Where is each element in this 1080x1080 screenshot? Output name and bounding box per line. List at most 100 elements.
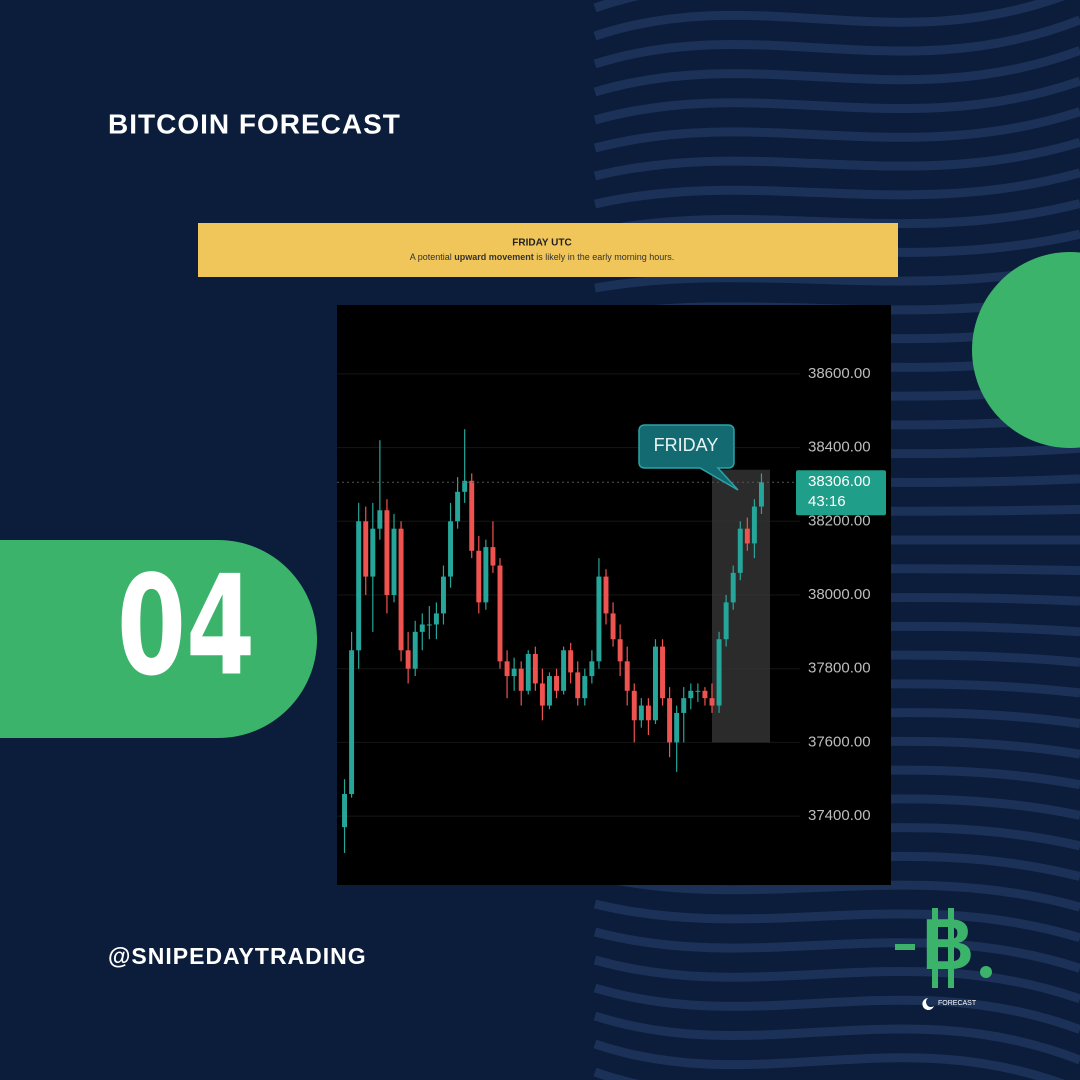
y-tick-label: 37400.00: [808, 807, 871, 824]
wave-line: [593, 76, 1080, 125]
candle-body: [440, 576, 446, 614]
candle-body: [758, 482, 764, 507]
candle-body: [363, 521, 369, 577]
candle-body: [448, 521, 454, 577]
candle-body: [737, 528, 743, 573]
wave-line: [593, 15, 1080, 69]
candle-body: [716, 639, 722, 706]
banner-title: FRIDAY UTC: [512, 238, 571, 249]
candle-body: [539, 683, 545, 706]
candle-body: [660, 646, 666, 699]
wave-line: [593, 899, 1080, 943]
candle-body: [476, 550, 482, 603]
handle: @SNIPEDAYTRADING: [108, 943, 367, 969]
wave-line: [593, 955, 1080, 1004]
wave-line: [593, 983, 1080, 1034]
banner: [198, 223, 898, 277]
candle-body: [702, 690, 708, 699]
candle-body: [532, 653, 538, 684]
y-tick-label: 38600.00: [808, 365, 871, 382]
candle-body: [554, 676, 560, 691]
candle-body: [412, 631, 418, 669]
highlight-box: [712, 469, 770, 743]
wave-line: [593, 46, 1080, 97]
candle-body: [561, 650, 567, 691]
candle-body: [589, 661, 595, 677]
candle-body: [610, 613, 616, 640]
logo-bar: [932, 908, 938, 988]
callout-bubble: [638, 424, 739, 491]
y-tick-label: 38400.00: [808, 439, 871, 456]
candle-body: [497, 565, 503, 662]
candle-body: [709, 698, 715, 706]
candle-body: [405, 650, 411, 669]
candle-body: [342, 793, 348, 828]
logo-caption: FORECAST: [938, 1000, 977, 1007]
candle-body: [455, 491, 461, 522]
y-tick-label: 37600.00: [808, 733, 871, 750]
wave-line: [594, 168, 1080, 209]
candle-body: [674, 712, 680, 743]
candle-body: [723, 602, 729, 640]
candle-body: [681, 698, 687, 713]
candle-body: [638, 705, 644, 721]
chart: 37400.00 37600.00 37800.00 38000.00 38200.00…: [337, 365, 886, 853]
candle-body: [433, 613, 439, 625]
candle-body: [349, 650, 355, 794]
wave-line: [593, 927, 1080, 973]
price-box: [796, 470, 886, 516]
wave-line: [593, 1011, 1080, 1065]
candle-body: [568, 650, 574, 673]
candle-body: [596, 576, 602, 662]
step-number: 04: [117, 546, 255, 707]
candle-body: [462, 480, 468, 492]
candle-body: [469, 480, 475, 551]
candle-body: [744, 528, 750, 544]
y-tick-label: 38000.00: [808, 586, 871, 603]
candle-body: [546, 676, 552, 706]
wave-line: [593, 107, 1080, 153]
candle-body: [645, 705, 651, 721]
wave-line: [594, 871, 1080, 912]
candle-body: [504, 661, 510, 677]
candle-body: [730, 572, 736, 603]
candle-body: [518, 668, 524, 691]
step-pill: [0, 540, 317, 738]
wave-line: [594, 199, 1080, 237]
candle-body: [667, 698, 673, 743]
header-title: BITCOIN FORECAST: [108, 108, 401, 139]
price-label: 38306.00: [808, 473, 871, 490]
candle-body: [483, 547, 489, 603]
logo-dot: [980, 966, 992, 978]
banner-text: A potential upward movement is likely in…: [410, 252, 675, 262]
candle-body: [688, 690, 694, 699]
y-tick-label: 37800.00: [808, 660, 871, 677]
y-tick-label: 38200.00: [808, 512, 871, 529]
logo-dash: [895, 944, 915, 950]
wave-line: [593, 1039, 1065, 1080]
candle-body: [695, 690, 701, 692]
wave-line: [593, 0, 1065, 41]
logo-letter: B: [922, 905, 974, 985]
candle-body: [617, 639, 623, 662]
logo-bar: [948, 908, 954, 988]
candle-body: [377, 510, 383, 529]
logo-moon: [922, 998, 934, 1010]
callout-label: FRIDAY: [654, 435, 719, 455]
wave-line: [593, 137, 1080, 181]
candle-body: [603, 576, 609, 614]
candle-body: [525, 653, 531, 691]
candle-body: [490, 547, 496, 566]
candle-body: [356, 521, 362, 651]
candle-body: [751, 506, 757, 544]
candle-body: [624, 661, 630, 691]
candle-body: [426, 624, 432, 626]
candle-body: [370, 528, 376, 577]
candle-body: [511, 668, 517, 677]
candle-body: [582, 676, 588, 699]
candle-body: [419, 624, 425, 632]
candle-body: [575, 672, 581, 699]
candle-body: [652, 646, 658, 721]
